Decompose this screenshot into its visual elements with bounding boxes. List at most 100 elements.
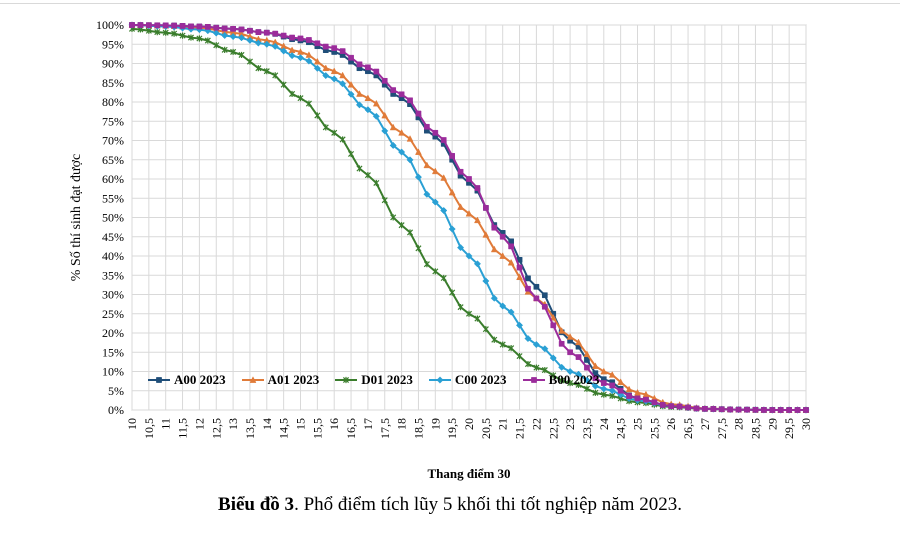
- data-point: [255, 29, 262, 35]
- data-point: [549, 354, 557, 362]
- legend-swatch: [428, 376, 451, 384]
- data-point: [440, 274, 447, 282]
- data-point: [221, 25, 228, 32]
- data-point: [313, 64, 321, 72]
- x-tick-label: 28: [732, 418, 746, 430]
- data-point: [474, 216, 481, 224]
- data-point: [507, 308, 515, 316]
- data-point: [525, 285, 531, 292]
- y-tick-label: 0%: [108, 403, 124, 417]
- data-point: [609, 382, 616, 389]
- data-point: [651, 399, 658, 406]
- data-point: [608, 371, 616, 378]
- data-point: [515, 321, 524, 329]
- data-point: [398, 129, 406, 136]
- data-point: [289, 90, 296, 98]
- data-point: [389, 141, 397, 149]
- x-tick-label: 27: [698, 418, 712, 430]
- chart-legend: A00 2023 A01 2023 D01 2023 C00 2023 B00 2023: [148, 372, 615, 388]
- data-point: [179, 23, 186, 29]
- y-axis-title: % Số thí sinh đạt được: [69, 154, 84, 281]
- legend-label: A00 2023: [174, 372, 226, 387]
- data-point: [490, 245, 498, 253]
- data-point: [457, 244, 465, 252]
- data-point: [567, 349, 573, 356]
- data-point: [794, 407, 801, 413]
- data-point: [137, 22, 144, 28]
- x-tick-label: 13: [226, 418, 240, 430]
- data-point: [643, 396, 649, 403]
- data-point: [744, 406, 750, 413]
- data-point: [213, 24, 220, 31]
- data-point: [221, 31, 229, 40]
- x-tick-label: 16,5: [344, 418, 358, 439]
- data-point: [448, 225, 456, 233]
- data-point: [280, 47, 288, 55]
- x-tick-label: 22: [529, 418, 543, 430]
- data-point: [398, 91, 405, 98]
- data-point: [702, 405, 708, 412]
- data-point: [516, 264, 523, 271]
- data-point: [499, 252, 507, 259]
- data-point: [271, 42, 279, 50]
- data-point: [288, 52, 296, 60]
- data-point: [330, 67, 338, 75]
- data-point: [297, 95, 304, 102]
- data-point: [558, 377, 565, 384]
- data-point: [499, 341, 506, 348]
- legend-item: D01 2023: [335, 372, 413, 388]
- y-tick-label: 30%: [102, 288, 124, 302]
- figure-caption: Biểu đồ 3. Phổ điểm tích lũy 5 khối thi …: [0, 494, 900, 516]
- legend-label: A01 2023: [267, 372, 320, 387]
- x-tick-label: 13,5: [243, 418, 257, 439]
- data-point: [339, 80, 347, 88]
- data-point: [508, 243, 514, 250]
- data-point: [306, 37, 312, 43]
- data-point: [415, 110, 422, 117]
- data-point: [322, 124, 329, 131]
- data-point: [381, 77, 388, 84]
- data-point: [146, 22, 152, 29]
- data-point: [566, 333, 574, 340]
- data-point: [381, 111, 389, 119]
- data-point: [558, 363, 566, 371]
- data-point: [398, 148, 406, 156]
- data-point: [356, 90, 363, 97]
- data-point: [761, 407, 767, 413]
- data-point: [549, 313, 557, 321]
- data-point: [356, 165, 363, 172]
- data-point: [769, 407, 776, 413]
- y-tick-label: 100%: [96, 18, 124, 32]
- y-tick-label: 65%: [102, 153, 124, 167]
- data-point: [474, 315, 481, 322]
- data-point: [608, 387, 616, 395]
- data-point: [212, 29, 220, 37]
- data-point: [583, 350, 591, 358]
- data-point: [592, 389, 599, 396]
- data-point: [431, 167, 439, 175]
- data-point: [710, 406, 717, 412]
- x-tick-label: 23,5: [580, 418, 594, 439]
- legend-label: B00 2023: [548, 372, 600, 387]
- data-point: [482, 326, 489, 333]
- data-point: [238, 26, 245, 33]
- legend-label: C00 2023: [454, 372, 507, 387]
- data-point: [625, 385, 633, 393]
- data-point: [280, 81, 287, 88]
- x-tick-label: 29: [765, 418, 779, 430]
- data-point: [600, 380, 607, 386]
- data-point: [187, 34, 194, 41]
- data-point: [440, 206, 448, 215]
- data-point: [483, 205, 489, 211]
- data-point: [752, 406, 759, 413]
- data-point: [238, 51, 245, 59]
- top-border-line: [0, 3, 900, 4]
- data-point: [129, 22, 135, 28]
- data-point: [676, 403, 683, 410]
- x-tick-label: 23: [563, 418, 577, 430]
- x-tick-label: 14,5: [277, 418, 291, 439]
- y-tick-label: 80%: [102, 95, 124, 109]
- x-axis-title: Thang điểm 30: [427, 466, 510, 481]
- data-point: [407, 97, 413, 104]
- y-tick-label: 55%: [102, 191, 124, 205]
